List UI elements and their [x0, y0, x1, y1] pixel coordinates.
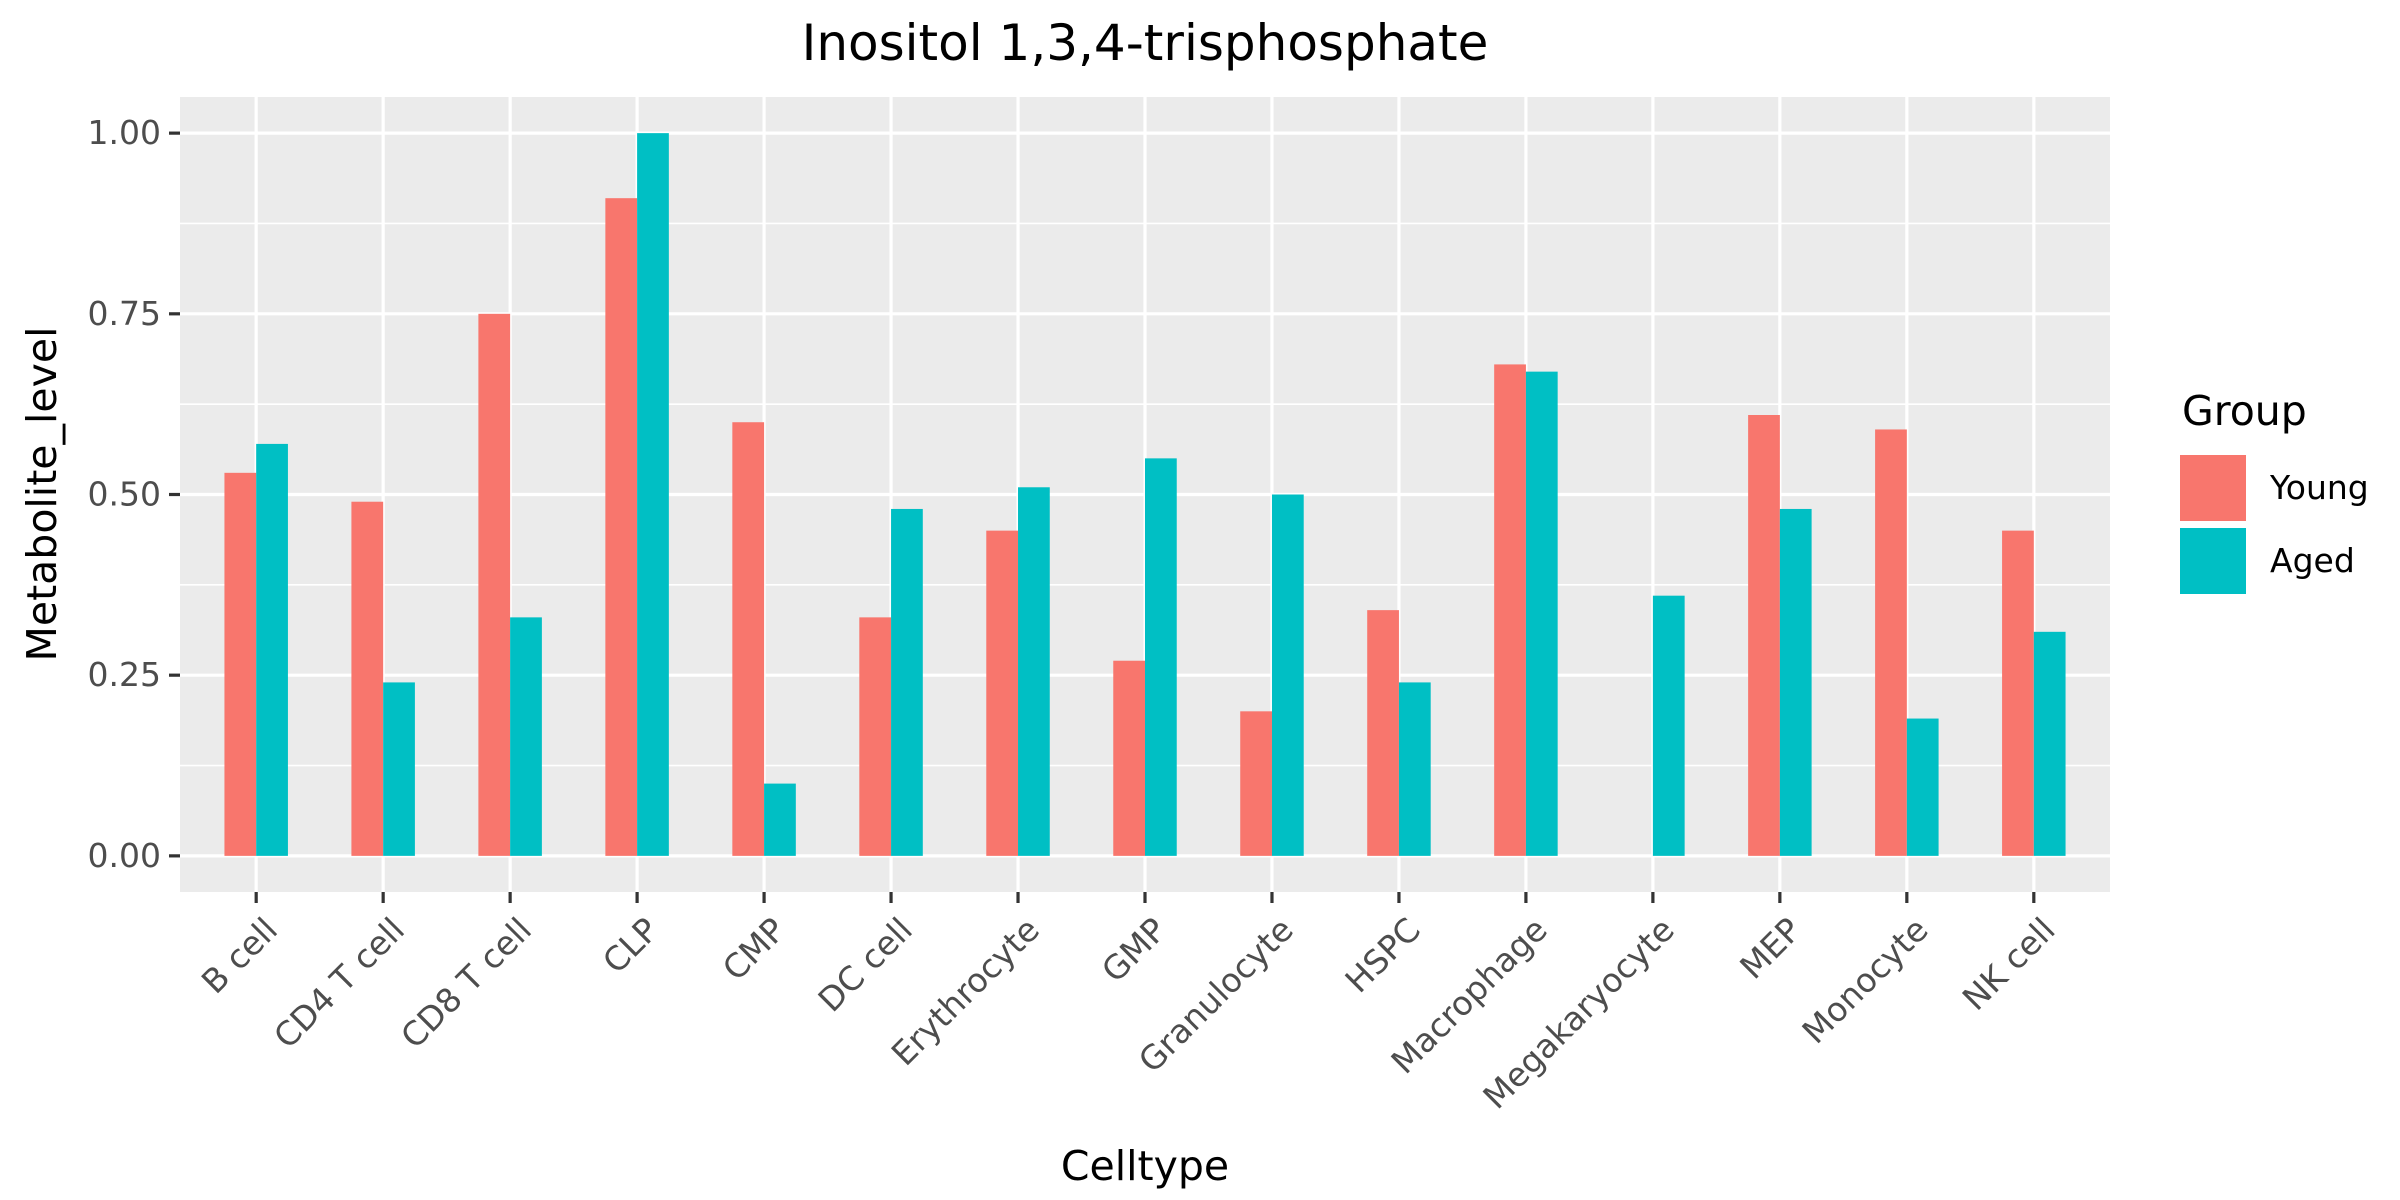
x-axis-title: Celltype: [1061, 1142, 1229, 1190]
x-tick-label: CLP: [595, 910, 666, 981]
bar-aged-monocyte: [1906, 718, 1939, 856]
bar-young-b-cell: [224, 472, 257, 856]
bar-aged-clp: [637, 133, 669, 856]
y-axis: 0.00 0.25 0.50 0.75 1.00: [88, 113, 180, 875]
bar-aged-mep: [1779, 508, 1812, 856]
x-tick-label: NK cell: [1955, 910, 2063, 1018]
chart-title: Inositol 1,3,4-trisphosphate: [802, 14, 1489, 72]
x-tick-label: CD4 T cell: [266, 910, 412, 1056]
bar-young-gmp: [1113, 660, 1145, 856]
y-tick-label: 1.00: [88, 113, 161, 152]
bar-aged-cd8-t-cell: [510, 617, 542, 856]
legend-title: Group: [2182, 387, 2307, 435]
x-tick-label: HSPC: [1337, 910, 1427, 1000]
y-axis-title: Metabolite_level: [18, 327, 66, 662]
bar-young-nk-cell: [2002, 530, 2034, 856]
x-tick-label: Monocyte: [1794, 910, 1935, 1051]
bar-aged-cd4-t-cell: [383, 682, 415, 856]
bar-young-cd4-t-cell: [351, 501, 384, 856]
bar-aged-dc-cell: [891, 508, 923, 856]
legend-label-aged: Aged: [2270, 541, 2355, 580]
bar-aged-nk-cell: [2033, 631, 2066, 856]
bar-young-dc-cell: [859, 617, 892, 856]
x-tick-label: MEP: [1732, 910, 1809, 987]
bar-young-monocyte: [1875, 429, 1907, 856]
bar-aged-megakaryocyte: [1652, 595, 1685, 856]
bar-aged-gmp: [1145, 458, 1177, 856]
x-tick-label: CMP: [715, 910, 793, 988]
legend-key-young: [2180, 455, 2246, 521]
bar-young-cd8-t-cell: [478, 313, 511, 856]
x-tick-label: B cell: [194, 910, 285, 1001]
y-tick-label: 0.75: [88, 294, 161, 333]
bar-young-cmp: [732, 422, 765, 856]
bar-aged-b-cell: [256, 443, 288, 856]
legend-label-young: Young: [2269, 468, 2369, 507]
bar-young-granulocyte: [1240, 711, 1272, 856]
y-tick-label: 0.25: [88, 655, 161, 694]
bar-young-mep: [1748, 415, 1780, 856]
x-tick-label: DC cell: [810, 910, 919, 1019]
bar-aged-hspc: [1398, 682, 1431, 856]
legend-items: Young Aged: [2180, 455, 2369, 594]
bar-aged-granulocyte: [1271, 494, 1304, 856]
bars: [224, 133, 2066, 856]
bar-young-clp: [605, 198, 638, 856]
bar-aged-cmp: [764, 783, 796, 856]
bar-aged-erythrocyte: [1018, 487, 1050, 856]
y-tick-label: 0.00: [88, 836, 161, 875]
legend: Group Young Aged: [2180, 387, 2369, 594]
x-tick-label: GMP: [1094, 910, 1174, 990]
bar-young-hspc: [1367, 610, 1399, 856]
y-tick-label: 0.50: [88, 475, 161, 514]
bar-young-macrophage: [1494, 364, 1526, 856]
legend-key-aged: [2180, 528, 2246, 594]
bar-aged-macrophage: [1525, 371, 1558, 856]
bar-young-erythrocyte: [986, 530, 1019, 856]
x-tick-label: CD8 T cell: [393, 910, 539, 1056]
